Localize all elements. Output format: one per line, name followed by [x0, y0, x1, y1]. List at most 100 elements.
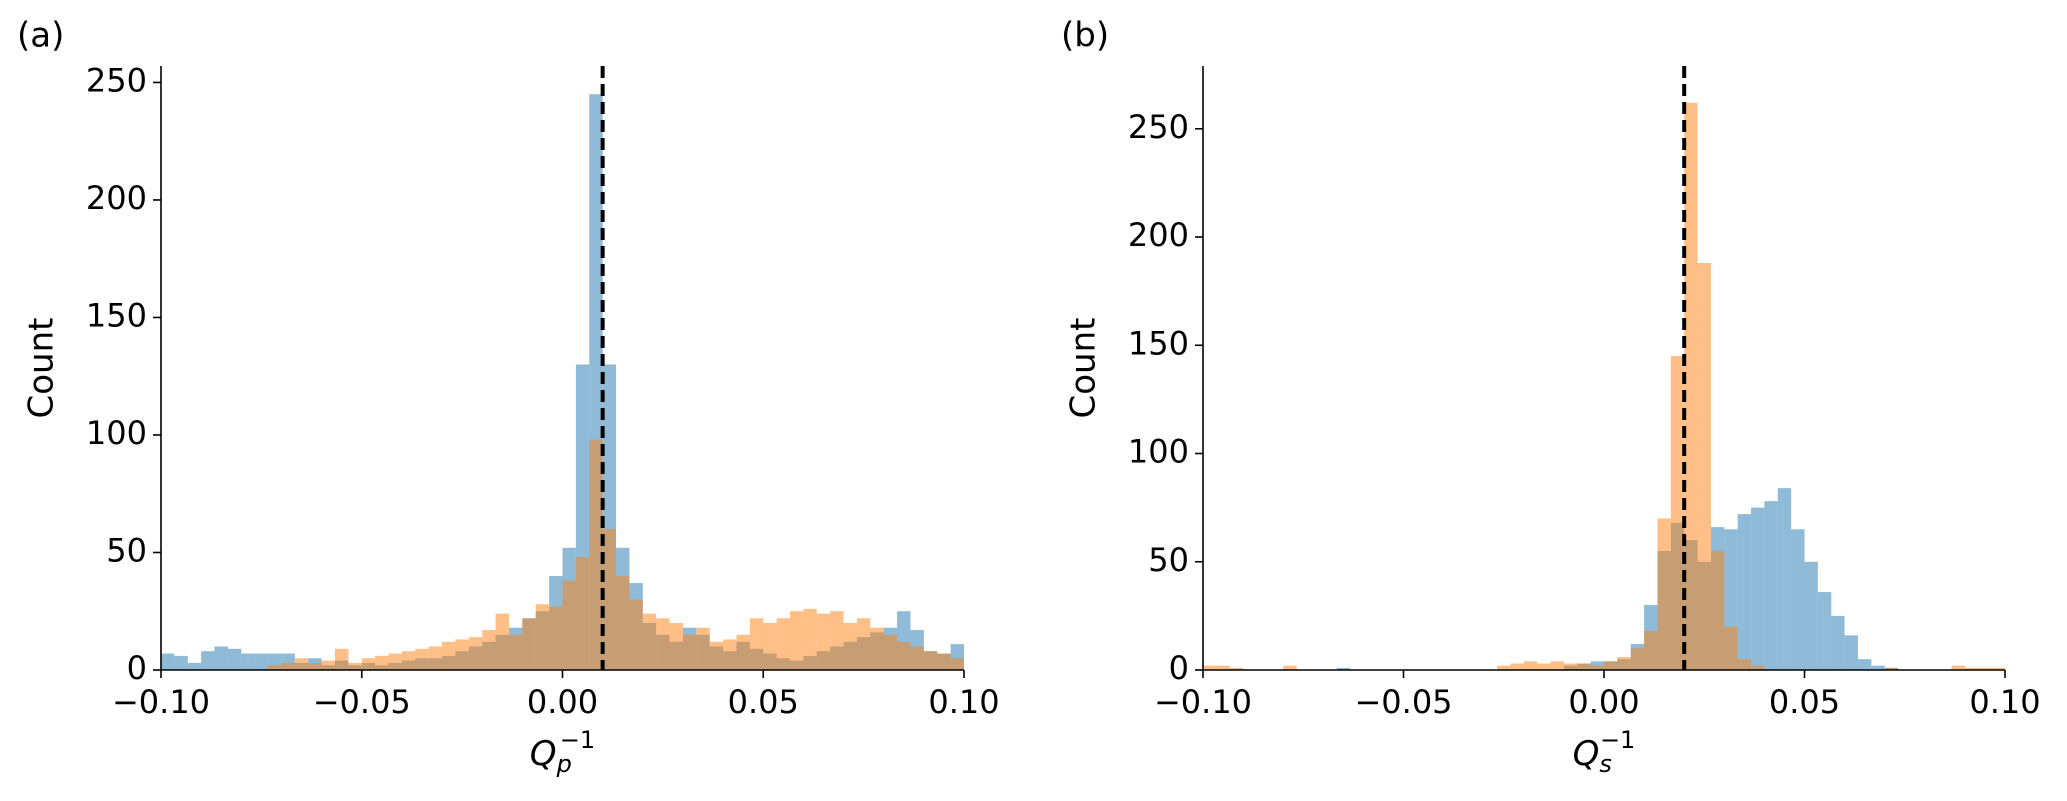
- y-tick-label: 250: [1128, 108, 1189, 146]
- panel-label: (b): [1061, 16, 1109, 56]
- histogram-bar: [361, 658, 376, 670]
- histogram-bar: [1857, 659, 1872, 670]
- histogram-bar: [1991, 667, 2005, 670]
- histogram-bar: [1831, 615, 1845, 670]
- histogram-bar: [201, 651, 215, 670]
- histogram-bar: [1657, 518, 1671, 670]
- histogram-bar: [575, 557, 590, 670]
- histogram-bar: [950, 658, 964, 670]
- x-tick-label: −0.05: [313, 683, 411, 721]
- histogram-bar: [696, 627, 710, 670]
- histogram-bar: [1697, 263, 1711, 670]
- histogram-bar: [656, 618, 670, 670]
- histogram-bar: [415, 648, 429, 670]
- histogram-bar: [562, 580, 576, 670]
- histogram-bar: [1764, 501, 1778, 670]
- x-label-sup: −1: [560, 726, 595, 754]
- histogram-bar: [870, 627, 884, 670]
- x-label-sub: p: [556, 750, 572, 778]
- histogram-bar: [308, 662, 322, 670]
- histogram-bar: [1871, 665, 1885, 670]
- x-label-sub: s: [1599, 750, 1612, 778]
- histogram-bar: [348, 662, 362, 670]
- histogram-bar: [375, 655, 389, 670]
- histogram-bar: [1510, 663, 1524, 670]
- histogram-bar: [816, 613, 831, 670]
- histogram-bar: [508, 634, 523, 670]
- histogram-bar: [1336, 667, 1351, 670]
- histogram-bar: [334, 648, 349, 670]
- y-tick-label: 0: [127, 649, 147, 687]
- histogram-bar: [1964, 667, 1979, 670]
- histogram-bar: [682, 634, 697, 670]
- histogram-bar: [1644, 631, 1658, 670]
- histogram-bar: [937, 653, 951, 670]
- histogram-bar: [442, 641, 456, 670]
- histogram-bar: [1791, 529, 1805, 670]
- histogram-bar: [856, 618, 871, 670]
- histogram-bar: [883, 634, 898, 670]
- histogram-bar: [495, 613, 509, 670]
- histogram-bar: [1229, 667, 1244, 670]
- histogram-bar: [1523, 661, 1538, 670]
- histogram-bar: [1978, 667, 1992, 670]
- y-axis-label: Count: [22, 318, 62, 419]
- histogram-bar: [1670, 356, 1685, 670]
- histogram-bar: [897, 641, 911, 670]
- y-tick-label: 0: [1169, 649, 1189, 687]
- y-tick-label: 200: [1128, 216, 1189, 254]
- histogram-bar: [1216, 665, 1230, 670]
- histogram-bar: [1563, 663, 1578, 670]
- x-label-base: Q: [530, 734, 557, 774]
- x-label-sup: −1: [1600, 726, 1635, 754]
- histogram-bar: [1577, 663, 1591, 670]
- histogram-bar: [254, 653, 269, 670]
- histogram-bar: [803, 608, 817, 670]
- histogram-bar: [482, 630, 496, 670]
- y-tick-label: 150: [86, 296, 147, 334]
- histogram-bar: [227, 648, 242, 670]
- histogram-bar: [1617, 657, 1631, 670]
- histogram-bar: [736, 634, 750, 670]
- histogram-bar: [589, 439, 603, 670]
- histogram-bar: [709, 641, 724, 670]
- x-axis-label: Qp−1: [530, 726, 595, 778]
- histogram-bar: [388, 653, 402, 670]
- histogram-bar: [1590, 665, 1604, 670]
- histogram-bar: [187, 662, 202, 670]
- histogram-bar: [1751, 507, 1765, 670]
- histogram-bar: [790, 611, 804, 670]
- histogram-bar: [535, 604, 550, 670]
- histogram-bar: [1737, 659, 1752, 670]
- histogram-bar: [616, 575, 630, 670]
- histogram-bar: [1817, 592, 1832, 670]
- histogram-bar: [1283, 665, 1297, 670]
- histogram-bar: [1203, 665, 1217, 670]
- histogram-bar: [843, 622, 857, 670]
- histogram-bar: [1710, 550, 1725, 670]
- histogram-bar: [214, 646, 228, 670]
- histogram-bar: [629, 599, 643, 670]
- histogram-bar: [174, 655, 188, 670]
- histogram-bar: [1777, 488, 1792, 670]
- histogram-bar: [1724, 626, 1738, 670]
- y-tick-label: 150: [1128, 324, 1189, 362]
- x-label-base: Q: [1573, 734, 1600, 774]
- histogram-bar: [294, 658, 309, 670]
- histogram-bar: [161, 653, 175, 670]
- histogram-bar: [321, 660, 335, 670]
- histogram-bar: [268, 665, 282, 670]
- histogram-bar: [1844, 635, 1858, 670]
- histogram-bar: [830, 611, 844, 670]
- histogram-bar: [1497, 665, 1511, 670]
- histogram-bar: [468, 637, 483, 670]
- histogram-bar: [1550, 661, 1564, 670]
- histogram-bar: [1737, 514, 1752, 670]
- x-tick-label: 0.05: [1769, 683, 1840, 721]
- y-axis-label: Count: [1064, 318, 1104, 419]
- y-tick-label: 250: [86, 61, 147, 99]
- x-tick-label: 0.00: [527, 683, 598, 721]
- histogram-bar: [428, 646, 443, 670]
- x-tick-label: 0.00: [1568, 683, 1639, 721]
